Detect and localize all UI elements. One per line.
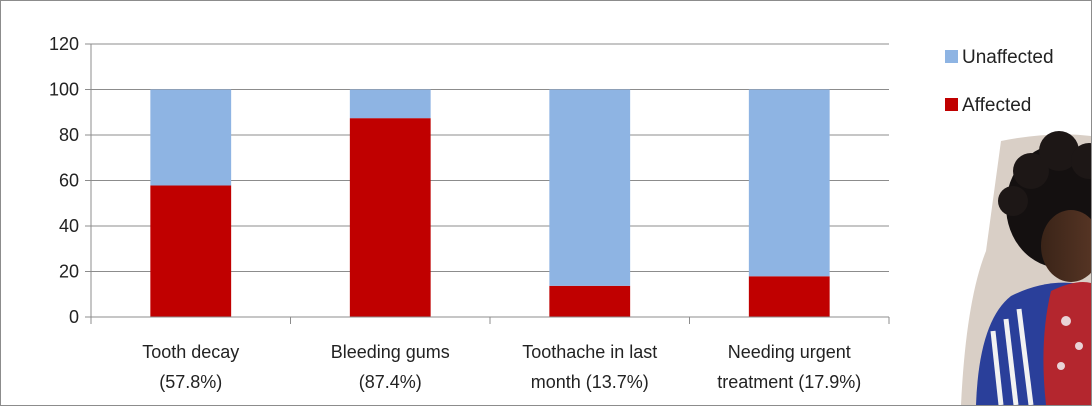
legend-item-unaffected: Unaffected xyxy=(945,47,1054,68)
x-category-label: (87.4%) xyxy=(359,372,422,392)
legend-item-affected: Affected xyxy=(945,95,1031,116)
y-tick-label: 120 xyxy=(49,34,79,54)
x-category-label: Needing urgent xyxy=(728,342,851,362)
x-category-label: Toothache in last xyxy=(522,342,657,362)
y-axis: 0 20 40 60 80 100 120 xyxy=(49,34,92,327)
bar-unaffected-4 xyxy=(748,89,830,277)
bar-affected-4 xyxy=(748,276,830,317)
bar-affected-3 xyxy=(549,285,631,317)
y-tick-label: 60 xyxy=(59,171,79,191)
x-category-label: treatment (17.9%) xyxy=(717,372,861,392)
y-tick-label: 0 xyxy=(69,307,79,327)
x-axis: Tooth decay (57.8%) Bleeding gums (87.4%) To… xyxy=(90,316,890,392)
bar-affected-1 xyxy=(150,185,232,317)
legend-label: Affected xyxy=(962,95,1031,116)
person-photo xyxy=(961,131,1091,405)
x-category-label: Bleeding gums xyxy=(331,342,450,362)
x-category-label: Tooth decay xyxy=(142,342,239,362)
y-tick-label: 80 xyxy=(59,125,79,145)
legend: Unaffected Affected xyxy=(945,47,1054,116)
x-category-label: (57.8%) xyxy=(159,372,222,392)
y-tick-label: 40 xyxy=(59,216,79,236)
bar-unaffected-2 xyxy=(349,89,431,119)
legend-swatch xyxy=(945,50,958,63)
bar-affected-2 xyxy=(349,118,431,317)
y-tick-label: 20 xyxy=(59,262,79,282)
bar-unaffected-1 xyxy=(150,89,232,186)
bars xyxy=(150,89,830,317)
legend-swatch xyxy=(945,98,958,111)
y-tick-label: 100 xyxy=(49,80,79,100)
legend-label: Unaffected xyxy=(962,47,1054,68)
x-category-label: month (13.7%) xyxy=(531,372,649,392)
bar-unaffected-3 xyxy=(549,89,631,286)
